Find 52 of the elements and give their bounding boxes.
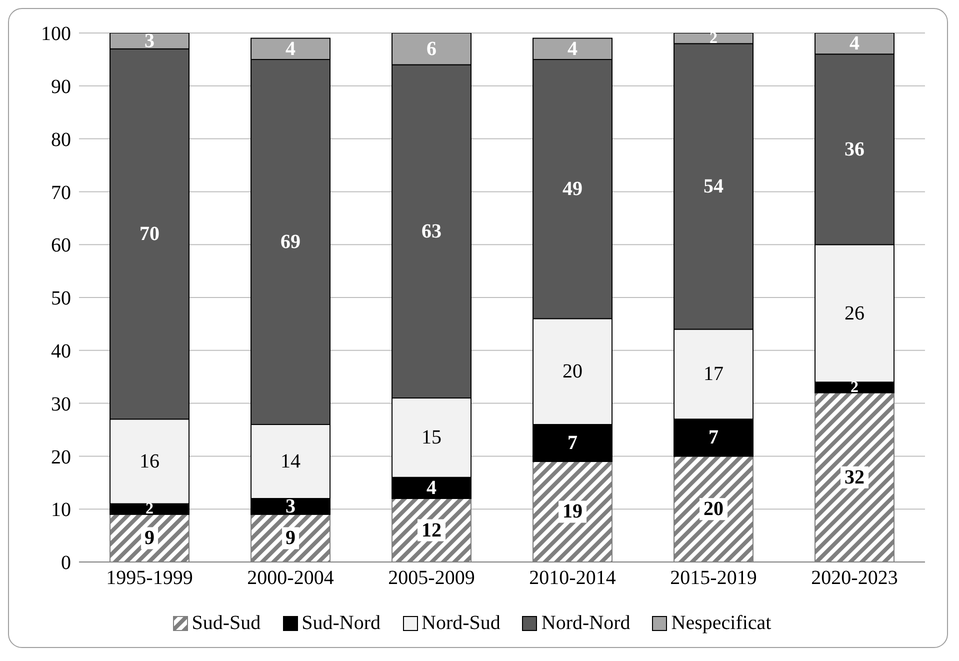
y-tick-label: 30 [51, 393, 71, 416]
data-label: 70 [140, 223, 160, 246]
x-tick-label: 1995-1999 [106, 567, 193, 590]
data-label: 14 [280, 450, 301, 472]
y-tick-label: 50 [51, 288, 71, 310]
data-label: 2 [146, 500, 154, 518]
data-label: 9 [286, 527, 296, 550]
data-label: 9 [144, 527, 155, 550]
data-label: 20 [704, 498, 724, 520]
data-label: 26 [844, 302, 865, 324]
x-tick-label: 2020-2023 [811, 567, 898, 590]
data-label: 4 [286, 38, 296, 60]
data-label: 16 [140, 450, 160, 472]
data-label: 4 [850, 32, 860, 55]
y-tick-label: 10 [51, 499, 71, 522]
data-label: 7 [708, 426, 719, 449]
x-tick-label: 2015-2019 [670, 567, 757, 590]
data-label: 63 [422, 220, 442, 242]
data-label: 4 [426, 476, 437, 499]
legend-label: Sud-Nord [302, 612, 381, 635]
data-label: 7 [568, 432, 578, 454]
data-label: 49 [562, 178, 583, 200]
data-label: 12 [422, 519, 442, 542]
data-label: 2 [850, 378, 859, 396]
legend-label: Nord-Nord [541, 612, 630, 635]
data-label: 19 [562, 500, 583, 523]
y-tick-label: 20 [51, 446, 71, 468]
data-label: 6 [426, 38, 437, 60]
data-label: 32 [844, 466, 865, 488]
y-tick-label: 0 [61, 552, 71, 574]
legend-label: Sud-Sud [192, 612, 261, 635]
data-label: 3 [286, 495, 296, 518]
y-tick-label: 60 [51, 234, 71, 257]
data-label: 36 [844, 138, 865, 160]
data-label: 2 [710, 30, 718, 47]
y-tick-label: 90 [51, 76, 71, 98]
legend-label: Nespecificat [671, 612, 772, 635]
data-label: 4 [568, 38, 578, 60]
data-label: 3 [144, 30, 155, 52]
x-tick-label: 2010-2014 [529, 567, 616, 590]
data-label: 69 [280, 230, 301, 253]
data-label: 54 [704, 175, 724, 198]
data-label: 15 [422, 426, 442, 449]
data-label: 17 [704, 363, 724, 386]
y-tick-label: 70 [51, 182, 71, 204]
data-label: 20 [562, 360, 583, 383]
y-tick-label: 100 [41, 23, 71, 46]
legend-label: Nord-Sud [422, 612, 500, 635]
x-tick-label: 2005-2009 [388, 567, 475, 590]
x-tick-label: 2000-2004 [247, 567, 334, 590]
y-tick-label: 40 [51, 340, 71, 362]
y-tick-label: 80 [51, 128, 71, 151]
